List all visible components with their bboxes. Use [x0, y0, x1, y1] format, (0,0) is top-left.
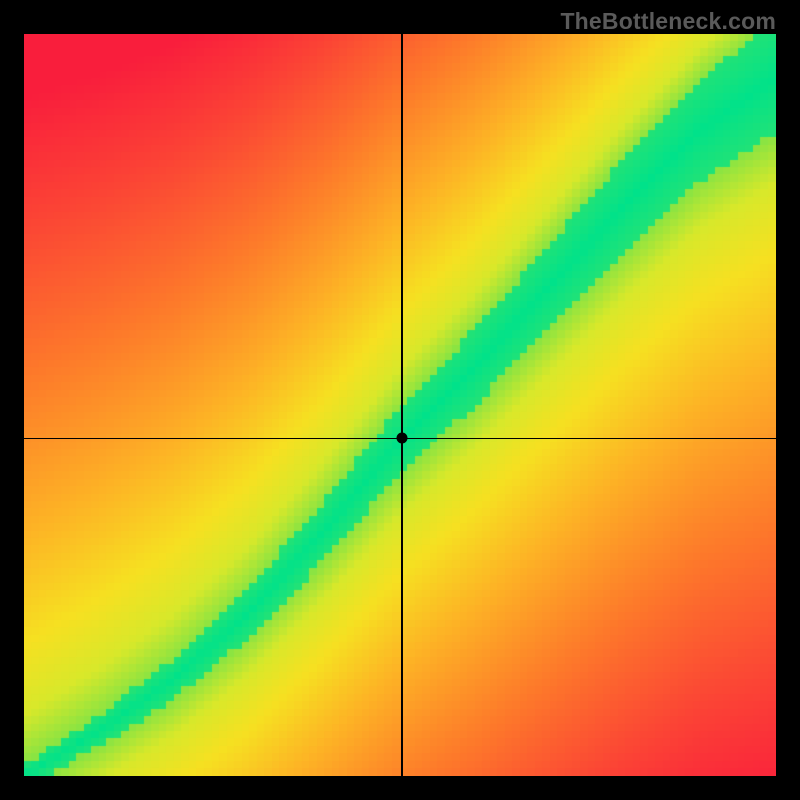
watermark-text: TheBottleneck.com	[560, 8, 776, 35]
chart-frame: TheBottleneck.com	[0, 0, 800, 800]
crosshair-vertical	[401, 34, 403, 776]
bottleneck-heatmap	[24, 34, 776, 776]
data-point-marker	[397, 433, 408, 444]
heatmap-canvas	[24, 34, 776, 776]
